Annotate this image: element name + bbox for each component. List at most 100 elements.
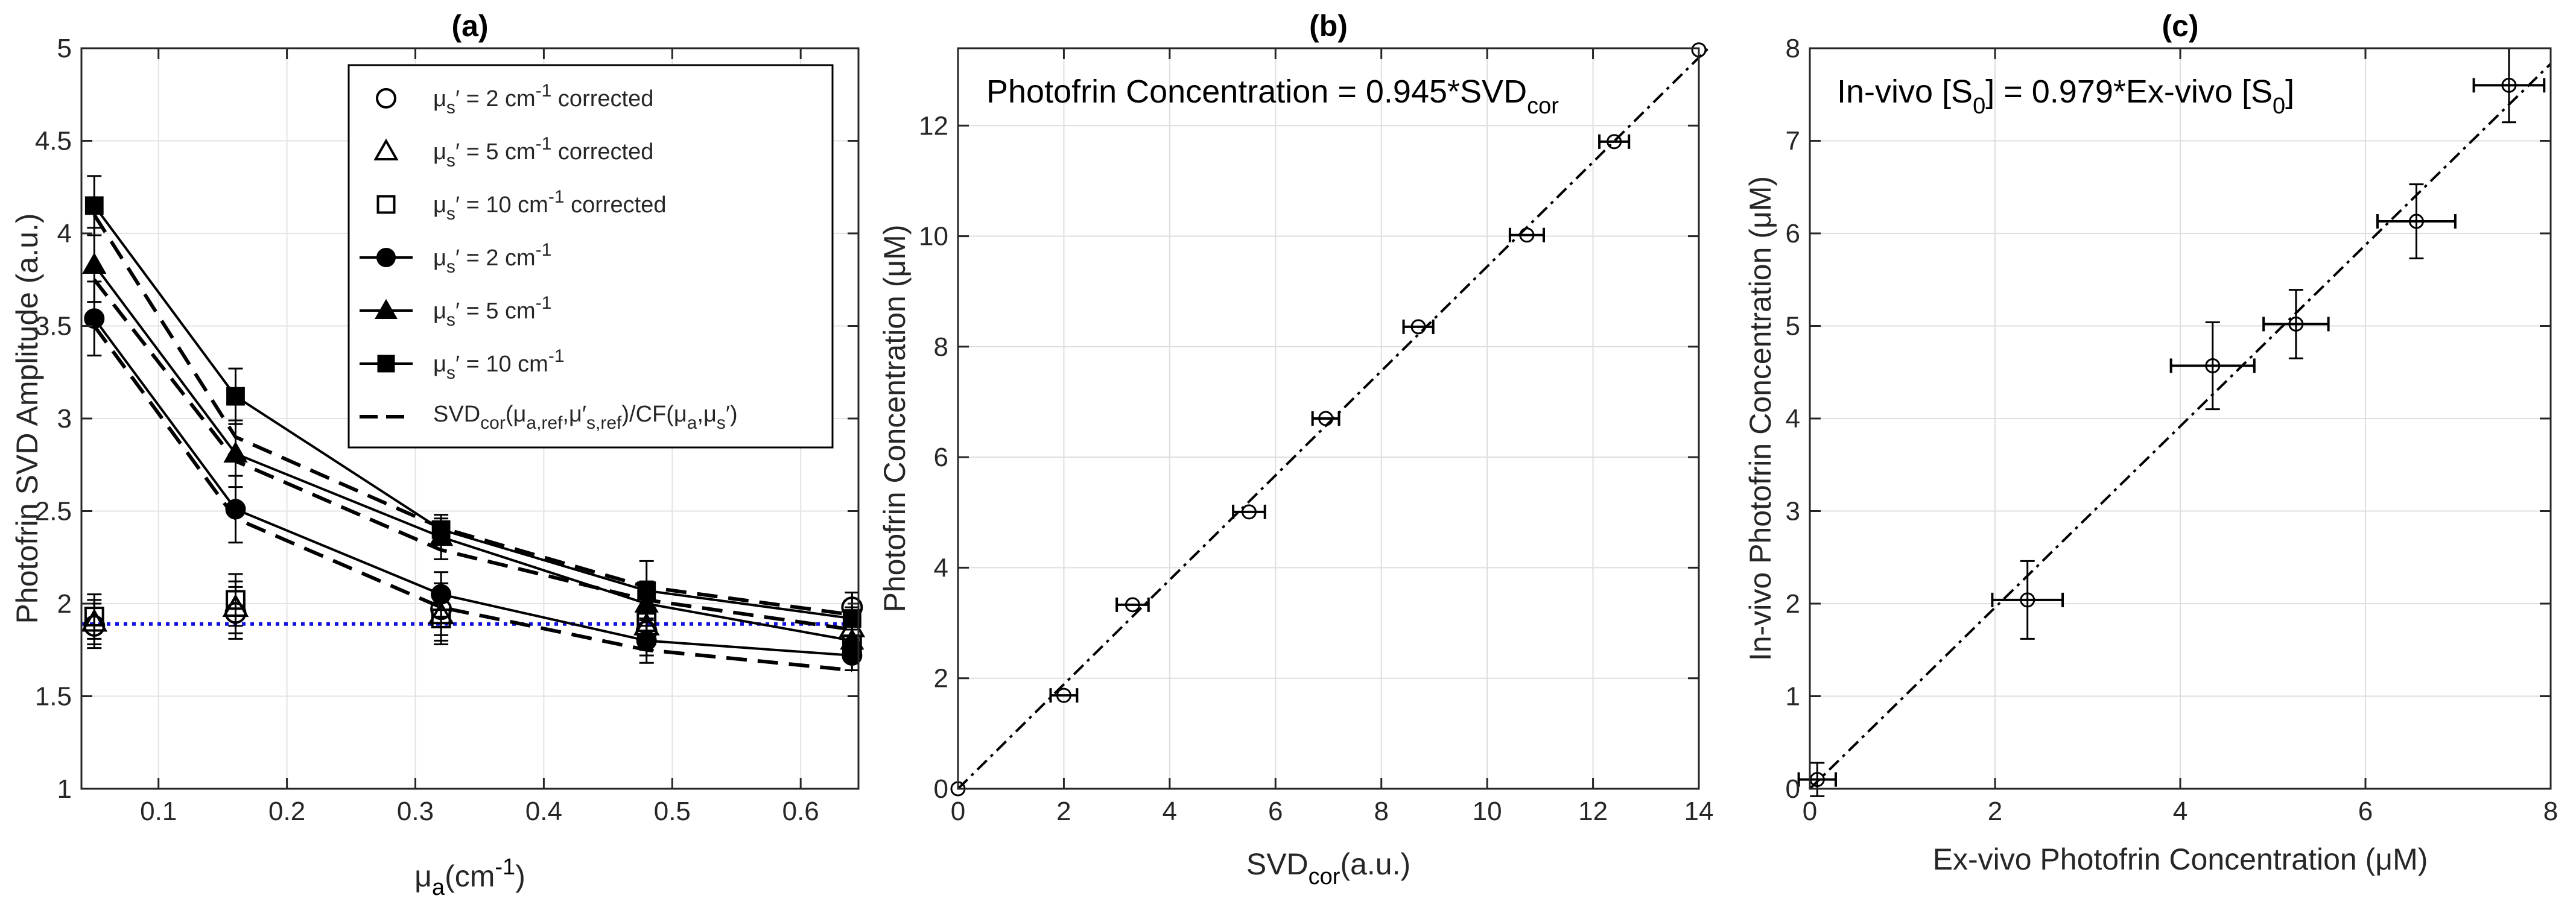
data-point [431, 520, 451, 539]
fit-equation-text: ] [2285, 74, 2294, 110]
legend-text: ′ = 2 cm [455, 245, 536, 271]
legend-subscript: cor [480, 413, 506, 433]
legend-text: corrected [551, 86, 653, 112]
data-point [84, 196, 104, 215]
model-dashed-line [92, 324, 852, 672]
data-point [2020, 592, 2035, 608]
legend-subscript: s [446, 363, 455, 383]
x-tick-label: 6 [1268, 797, 1283, 826]
legend-superscript: -1 [536, 240, 552, 260]
x-tick-label: 2 [1056, 797, 1071, 826]
legend-marker [376, 88, 396, 109]
data-point [84, 607, 104, 627]
data-point [226, 590, 246, 610]
legend-text: ′ = 5 cm [455, 139, 536, 165]
legend-superscript: -1 [536, 81, 552, 101]
y-tick-label: 2.5 [35, 497, 72, 526]
legend-formula: SVDcor(μa,ref,μ′s,ref)/CF(μa,μs′) [433, 402, 738, 433]
data-point [431, 608, 451, 628]
y-tick-label: 3.5 [35, 312, 72, 341]
legend-text: ′ = 10 cm [455, 192, 548, 218]
y-tick-label: 1.5 [35, 682, 72, 712]
x-tick-label: 4 [2173, 797, 2187, 826]
legend-text: ,μ [697, 402, 716, 427]
axes-box [957, 47, 1700, 790]
data-point [428, 601, 454, 625]
x-tick-label: 12 [1578, 797, 1608, 826]
panel-title: (b) [1309, 9, 1348, 43]
legend-text: μ [433, 352, 446, 377]
x-tick-label: 4 [1163, 797, 1177, 826]
fit-equation-subscript: cor [1527, 93, 1559, 119]
y-tick-label: 3 [57, 404, 72, 434]
legend-subscript: s [446, 151, 455, 171]
y-tick-label: 0 [1786, 774, 1800, 804]
x-tick-label: 14 [1684, 797, 1714, 826]
x-axis-label-subscript: cor [1309, 864, 1340, 889]
y-tick-label: 2 [57, 589, 72, 619]
x-axis-label: SVDcor(a.u.) [1246, 847, 1410, 889]
panel-title: (c) [2162, 9, 2198, 43]
data-point [2408, 213, 2424, 229]
legend-text: (μ [506, 402, 527, 427]
fit-equation-text: ] = 0.979*Ex-vivo [S [1985, 74, 2273, 110]
legend-superscript: -1 [536, 134, 552, 154]
data-point [2501, 77, 2517, 93]
data-point [1607, 134, 1622, 150]
y-tick-label: 8 [1786, 34, 1800, 63]
legend-subscript: s [446, 257, 455, 277]
legend-label: μs′ = 5 cm-1 corrected [433, 134, 653, 171]
y-tick-label: 5 [1786, 312, 1800, 341]
x-tick-label: 6 [2358, 797, 2373, 826]
x-tick-label: 0.3 [397, 797, 434, 826]
legend-subscript: a [687, 413, 697, 433]
legend-label: μs′ = 10 cm-1 corrected [433, 187, 666, 224]
legend-text: )/CF(μ [621, 402, 687, 427]
y-axis-label: In-vivo Photofrin Concentration (μM) [1743, 176, 1777, 661]
panel-b: 0 2 4 6 8 10 12 14 0 2 4 6 8 10 12 Photofrin Concentrat… [878, 9, 1713, 889]
x-axis-label-text: SVD [1246, 847, 1309, 881]
legend-text: ,μ′ [562, 402, 586, 427]
x-tick-label: 0.2 [268, 797, 305, 826]
x-tick-label: 0 [1803, 797, 1817, 826]
data-point [1241, 504, 1257, 520]
data-point [1125, 597, 1140, 613]
legend-text: μ [433, 298, 446, 324]
x-axis-label-superscript: -1 [495, 854, 515, 880]
x-axis-label-text: (a.u.) [1340, 847, 1410, 881]
y-tick-label: 4 [57, 219, 72, 248]
legend-label: μs′ = 10 cm-1 [433, 346, 565, 383]
y-tick-label: 1 [57, 774, 72, 804]
x-tick-label: 0 [951, 797, 965, 826]
x-axis-label-text: ) [515, 859, 525, 893]
legend-text: μ [433, 192, 446, 218]
y-tick-label: 5 [57, 34, 72, 63]
x-tick-label: 10 [1473, 797, 1502, 826]
data-point [1410, 319, 1426, 335]
data-point [226, 387, 245, 406]
y-tick-label: 12 [919, 111, 948, 141]
legend-superscript: -1 [548, 346, 565, 366]
fit-equation-text: Photofrin Concentration = 0.945*SVD [986, 74, 1527, 110]
y-tick-label: 4.5 [35, 127, 72, 156]
fit-equation-subscript: 0 [1973, 93, 1985, 119]
x-tick-label: 0.5 [654, 797, 691, 826]
data-point [82, 252, 107, 274]
legend-text: ′ = 5 cm [455, 298, 536, 324]
legend-label: μs′ = 2 cm-1 corrected [433, 81, 653, 118]
legend-text: ′ = 10 cm [455, 352, 548, 377]
y-tick-label: 0 [934, 774, 948, 804]
legend-subscript: s [446, 310, 455, 330]
y-tick-label: 4 [934, 553, 948, 583]
y-tick-label: 2 [934, 664, 948, 693]
legend-text: corrected [551, 139, 653, 165]
data-point [225, 499, 246, 520]
legend-superscript: -1 [548, 187, 565, 207]
legend-marker [373, 138, 399, 160]
data-point [636, 630, 657, 651]
legend-superscript: -1 [536, 293, 552, 313]
legend-text: SVD [433, 402, 480, 427]
legend-text: μ [433, 139, 446, 165]
legend-text: ′) [726, 402, 738, 427]
